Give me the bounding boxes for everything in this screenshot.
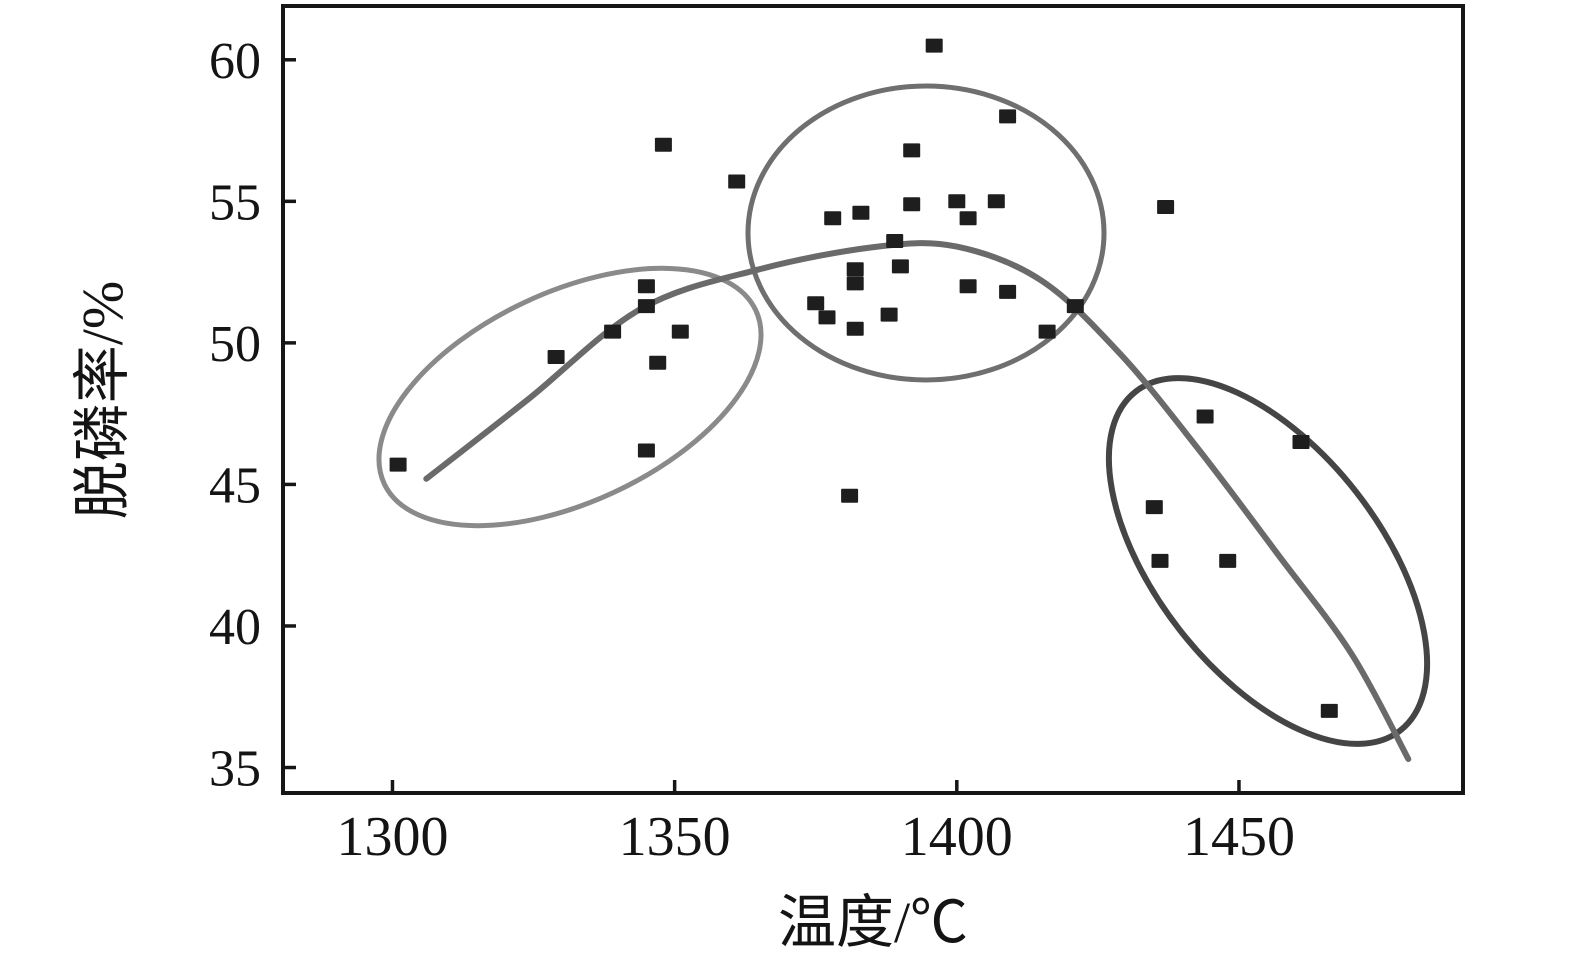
trend-curve [423,240,1412,762]
y-tick-label: 60 [209,33,261,90]
data-point-marker [841,488,859,503]
y-tick-label: 55 [209,174,261,231]
data-point-marker [1157,200,1175,214]
y-tick-label: 40 [209,599,261,656]
y-tick-label: 50 [209,316,261,373]
x-tick-label: 1450 [1183,806,1295,868]
data-point-marker [671,324,689,339]
high-temp-cluster-ellipse [1105,375,1431,747]
data-point-marker [959,211,977,226]
data-point-marker [948,194,966,209]
mid-temp-cluster-ellipse [745,83,1107,383]
data-point-marker [1151,553,1169,568]
plot-border [281,4,1465,795]
data-point-marker [1292,435,1310,449]
x-tick-label: 1400 [901,806,1013,868]
data-point-marker [1038,324,1056,339]
data-point-marker [807,296,825,311]
data-point-marker [852,205,870,220]
data-point-marker [846,276,864,291]
data-point-marker [637,443,655,458]
data-point-marker [1066,299,1084,314]
data-point-marker [389,457,407,472]
data-point-marker [903,143,921,158]
data-point-marker [999,284,1017,299]
low-temp-cluster-ellipse [376,265,764,529]
data-point-marker [1219,553,1237,568]
data-point-marker [1145,500,1163,515]
data-point-marker [649,355,667,370]
y-axis-title: 脱磷率/% [70,281,135,519]
data-point-marker [637,299,655,314]
data-point-marker [891,259,909,274]
data-point-marker [818,310,836,325]
x-tick-label: 1350 [619,806,731,868]
data-point-marker [846,321,864,336]
data-point-marker [880,307,898,322]
data-point-marker [637,279,655,294]
data-point-marker [846,262,864,277]
x-axis-title: 温度/℃ [778,890,968,955]
data-point-marker [654,137,672,152]
data-point-marker [728,174,746,189]
y-tick-label: 45 [209,457,261,514]
data-point-marker [1320,703,1338,718]
data-point-marker [903,197,921,212]
data-point-marker [987,194,1005,209]
y-tick-label: 35 [209,741,261,798]
chart-dynamic-layer: 1300 1350 1400 1450 60 55 50 45 40 35 [209,4,1465,868]
data-point-marker [604,324,622,339]
x-tick-label: 1300 [336,806,448,868]
data-point-marker [886,234,904,248]
data-point-marker [999,109,1017,124]
data-point-marker [824,211,842,226]
data-point-marker [547,350,565,364]
data-point-marker [1196,409,1214,424]
data-point-marker [959,279,977,294]
data-point-marker [925,38,943,53]
